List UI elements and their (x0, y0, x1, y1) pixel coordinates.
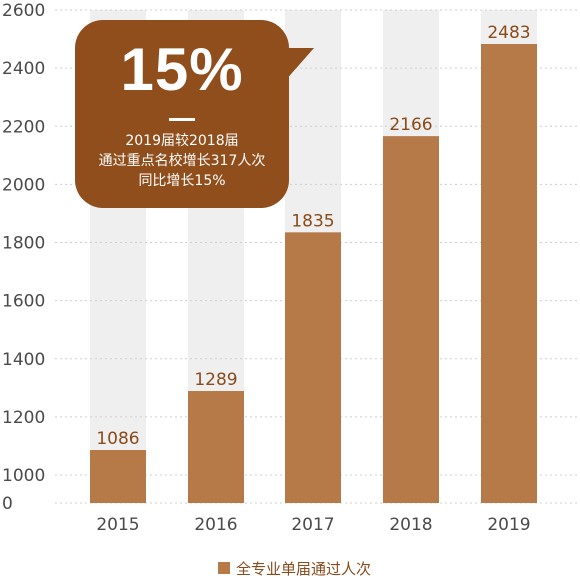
y-tick-label-1000: 1000 (2, 466, 45, 486)
y-tick-label-1800: 1800 (2, 234, 45, 254)
y-tick-label-0: 0 (2, 494, 13, 514)
bar-2017 (285, 232, 341, 503)
callout-line-1: 2019届较2018届 (125, 133, 239, 149)
bar-2019 (481, 44, 537, 504)
x-tick-label-2016: 2016 (194, 515, 237, 535)
bar-2015 (90, 450, 146, 503)
bars (90, 44, 537, 504)
x-tick-label-2015: 2015 (96, 515, 139, 535)
y-axis-ticks: 0 1000 1200 1400 1600 1800 2000 2200 2400 2600 (2, 1, 45, 514)
x-tick-label-2019: 2019 (487, 515, 530, 535)
data-label-2015: 1086 (96, 429, 139, 449)
y-tick-label-1400: 1400 (2, 350, 45, 370)
callout-pointer (284, 48, 314, 82)
data-label-2019: 2483 (487, 23, 530, 43)
data-label-2018: 2166 (389, 115, 432, 135)
data-label-2017: 1835 (291, 211, 334, 231)
callout-box: 15% 2019届较2018届 通过重点名校增长317人次 同比增长15% (75, 20, 289, 208)
legend-label: 全专业单届通过人次 (236, 559, 372, 578)
x-axis-ticks: 2015 2016 2017 2018 2019 (96, 515, 530, 535)
bar-2018 (383, 136, 439, 503)
callout-line-3: 同比增长15% (138, 173, 226, 189)
bar-2016 (188, 391, 244, 503)
y-tick-label-2000: 2000 (2, 175, 45, 195)
y-tick-label-1200: 1200 (2, 408, 45, 428)
y-tick-label-2200: 2200 (2, 117, 45, 137)
x-tick-label-2017: 2017 (291, 515, 334, 535)
y-tick-label-2400: 2400 (2, 59, 45, 79)
callout-divider (169, 118, 195, 121)
legend: 全专业单届通过人次 (218, 558, 371, 578)
y-tick-label-1600: 1600 (2, 292, 45, 312)
data-labels: 1086 1289 1835 2166 2483 (96, 23, 530, 449)
callout-headline: 15% (120, 36, 244, 103)
x-tick-label-2018: 2018 (389, 515, 432, 535)
callout-line-2: 通过重点名校增长317人次 (98, 153, 266, 169)
legend-swatch (218, 562, 230, 574)
data-label-2016: 1289 (194, 370, 237, 390)
y-tick-label-2600: 2600 (2, 1, 45, 21)
